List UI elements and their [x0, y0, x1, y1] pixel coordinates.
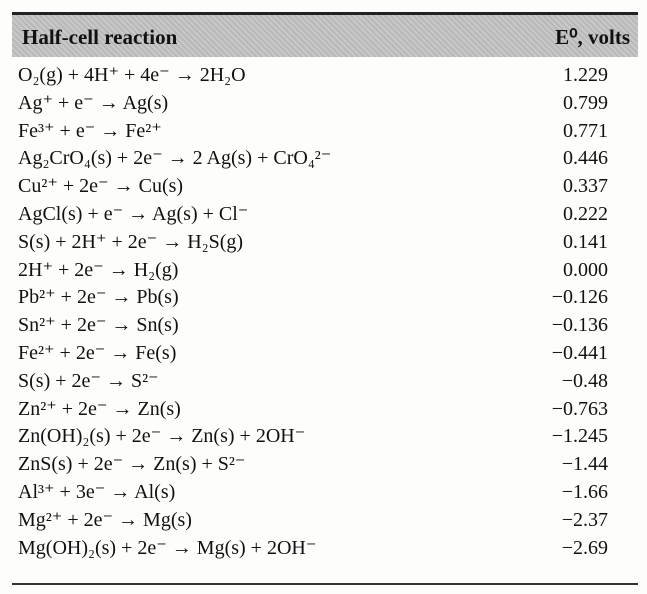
- potential-cell: −1.66: [561, 481, 608, 503]
- reaction-cell: Fe²⁺ + 2e⁻ → Fe(s): [18, 342, 177, 364]
- reaction-cell: 2H⁺ + 2e⁻ → H₂(g): [18, 258, 179, 281]
- table-row: S(s) + 2e⁻ → S²⁻ −0.48: [18, 368, 608, 395]
- table-row: Sn²⁺ + 2e⁻ → Sn(s) −0.136: [18, 312, 608, 339]
- reaction-cell: Ag⁺ + e⁻ → Ag(s): [18, 91, 169, 114]
- potential-cell: 0.222: [563, 203, 608, 225]
- table-row: ZnS(s) + 2e⁻ → Zn(s) + S²⁻ −1.44: [18, 451, 608, 478]
- potential-cell: −0.48: [561, 369, 608, 392]
- table-row: O₂(g) + 4H⁺ + 4e⁻ → 2H₂O 1.229: [18, 62, 608, 89]
- reaction-cell: Mg²⁺ + 2e⁻ → Mg(s): [18, 508, 192, 531]
- reaction-cell: Ag₂CrO₄(s) + 2e⁻ → 2 Ag(s) + CrO₄²⁻: [18, 147, 332, 170]
- table-row: Zn²⁺ + 2e⁻ → Zn(s) −0.763: [18, 396, 608, 423]
- potential-cell: −1.44: [561, 453, 608, 476]
- table-row: Ag⁺ + e⁻ → Ag(s) 0.799: [18, 90, 608, 117]
- potential-cell: −0.763: [551, 397, 608, 420]
- reaction-cell: AgCl(s) + e⁻ → Ag(s) + Cl⁻: [18, 203, 249, 225]
- table-row: Ag₂CrO₄(s) + 2e⁻ → 2 Ag(s) + CrO₄²⁻ 0.446: [18, 145, 608, 172]
- table-row: Fe³⁺ + e⁻ → Fe²⁺ 0.771: [18, 118, 608, 145]
- reaction-cell: Zn(OH)₂(s) + 2e⁻ → Zn(s) + 2OH⁻: [18, 425, 306, 448]
- table-row: Al³⁺ + 3e⁻ → Al(s) −1.66: [18, 479, 608, 506]
- table-row: Mg²⁺ + 2e⁻ → Mg(s) −2.37: [18, 507, 608, 534]
- bottom-rule: [12, 583, 638, 585]
- reaction-cell: Fe³⁺ + e⁻ → Fe²⁺: [18, 119, 162, 142]
- potential-cell: −0.441: [551, 342, 608, 364]
- reaction-cell: Sn²⁺ + 2e⁻ → Sn(s): [18, 314, 179, 337]
- table-row: S(s) + 2H⁺ + 2e⁻ → H₂S(g) 0.141: [18, 229, 608, 256]
- reaction-cell: O₂(g) + 4H⁺ + 4e⁻ → 2H₂O: [18, 64, 246, 86]
- top-rule: [12, 12, 638, 15]
- potential-cell: 0.446: [563, 147, 608, 170]
- potential-cell: 0.771: [563, 119, 608, 142]
- header-cell: E⁰, volts: [555, 25, 630, 49]
- potential-cell: −2.37: [561, 508, 608, 531]
- reaction-cell: Cu²⁺ + 2e⁻ → Cu(s): [18, 175, 184, 198]
- potential-cell: −0.136: [551, 314, 608, 337]
- table-row: Mg(OH)₂(s) + 2e⁻ → Mg(s) + 2OH⁻ −2.69: [18, 535, 608, 562]
- table-row: Pb²⁺ + 2e⁻ → Pb(s) −0.126: [18, 284, 608, 311]
- table-header: Half-cell reaction E⁰, volts: [12, 15, 638, 57]
- reaction-cell: S(s) + 2e⁻ → S²⁻: [18, 369, 159, 392]
- reaction-cell: S(s) + 2H⁺ + 2e⁻ → H₂S(g): [18, 230, 244, 253]
- potential-cell: −1.245: [551, 425, 608, 448]
- potential-cell: 1.229: [563, 64, 608, 86]
- table-row: 2H⁺ + 2e⁻ → H₂(g) 0.000: [18, 257, 608, 284]
- header-cell: Half-cell reaction: [22, 25, 178, 49]
- potential-cell: −0.126: [551, 286, 608, 309]
- potential-cell: 0.337: [563, 175, 608, 198]
- table-row: AgCl(s) + e⁻ → Ag(s) + Cl⁻ 0.222: [18, 201, 608, 228]
- reaction-cell: Pb²⁺ + 2e⁻ → Pb(s): [18, 286, 179, 309]
- table-row: Zn(OH)₂(s) + 2e⁻ → Zn(s) + 2OH⁻ −1.245: [18, 423, 608, 450]
- potential-cell: −2.69: [561, 536, 608, 559]
- potential-cell: 0.000: [563, 258, 608, 281]
- potential-cell: 0.799: [563, 91, 608, 114]
- reaction-cell: Zn²⁺ + 2e⁻ → Zn(s): [18, 397, 181, 420]
- reaction-cell: Mg(OH)₂(s) + 2e⁻ → Mg(s) + 2OH⁻: [18, 536, 317, 559]
- reaction-cell: Al³⁺ + 3e⁻ → Al(s): [18, 481, 176, 503]
- potential-cell: 0.141: [563, 230, 608, 253]
- table-row: Cu²⁺ + 2e⁻ → Cu(s) 0.337: [18, 173, 608, 200]
- reaction-cell: ZnS(s) + 2e⁻ → Zn(s) + S²⁻: [18, 453, 246, 476]
- table-row: Fe²⁺ + 2e⁻ → Fe(s) −0.441: [18, 340, 608, 367]
